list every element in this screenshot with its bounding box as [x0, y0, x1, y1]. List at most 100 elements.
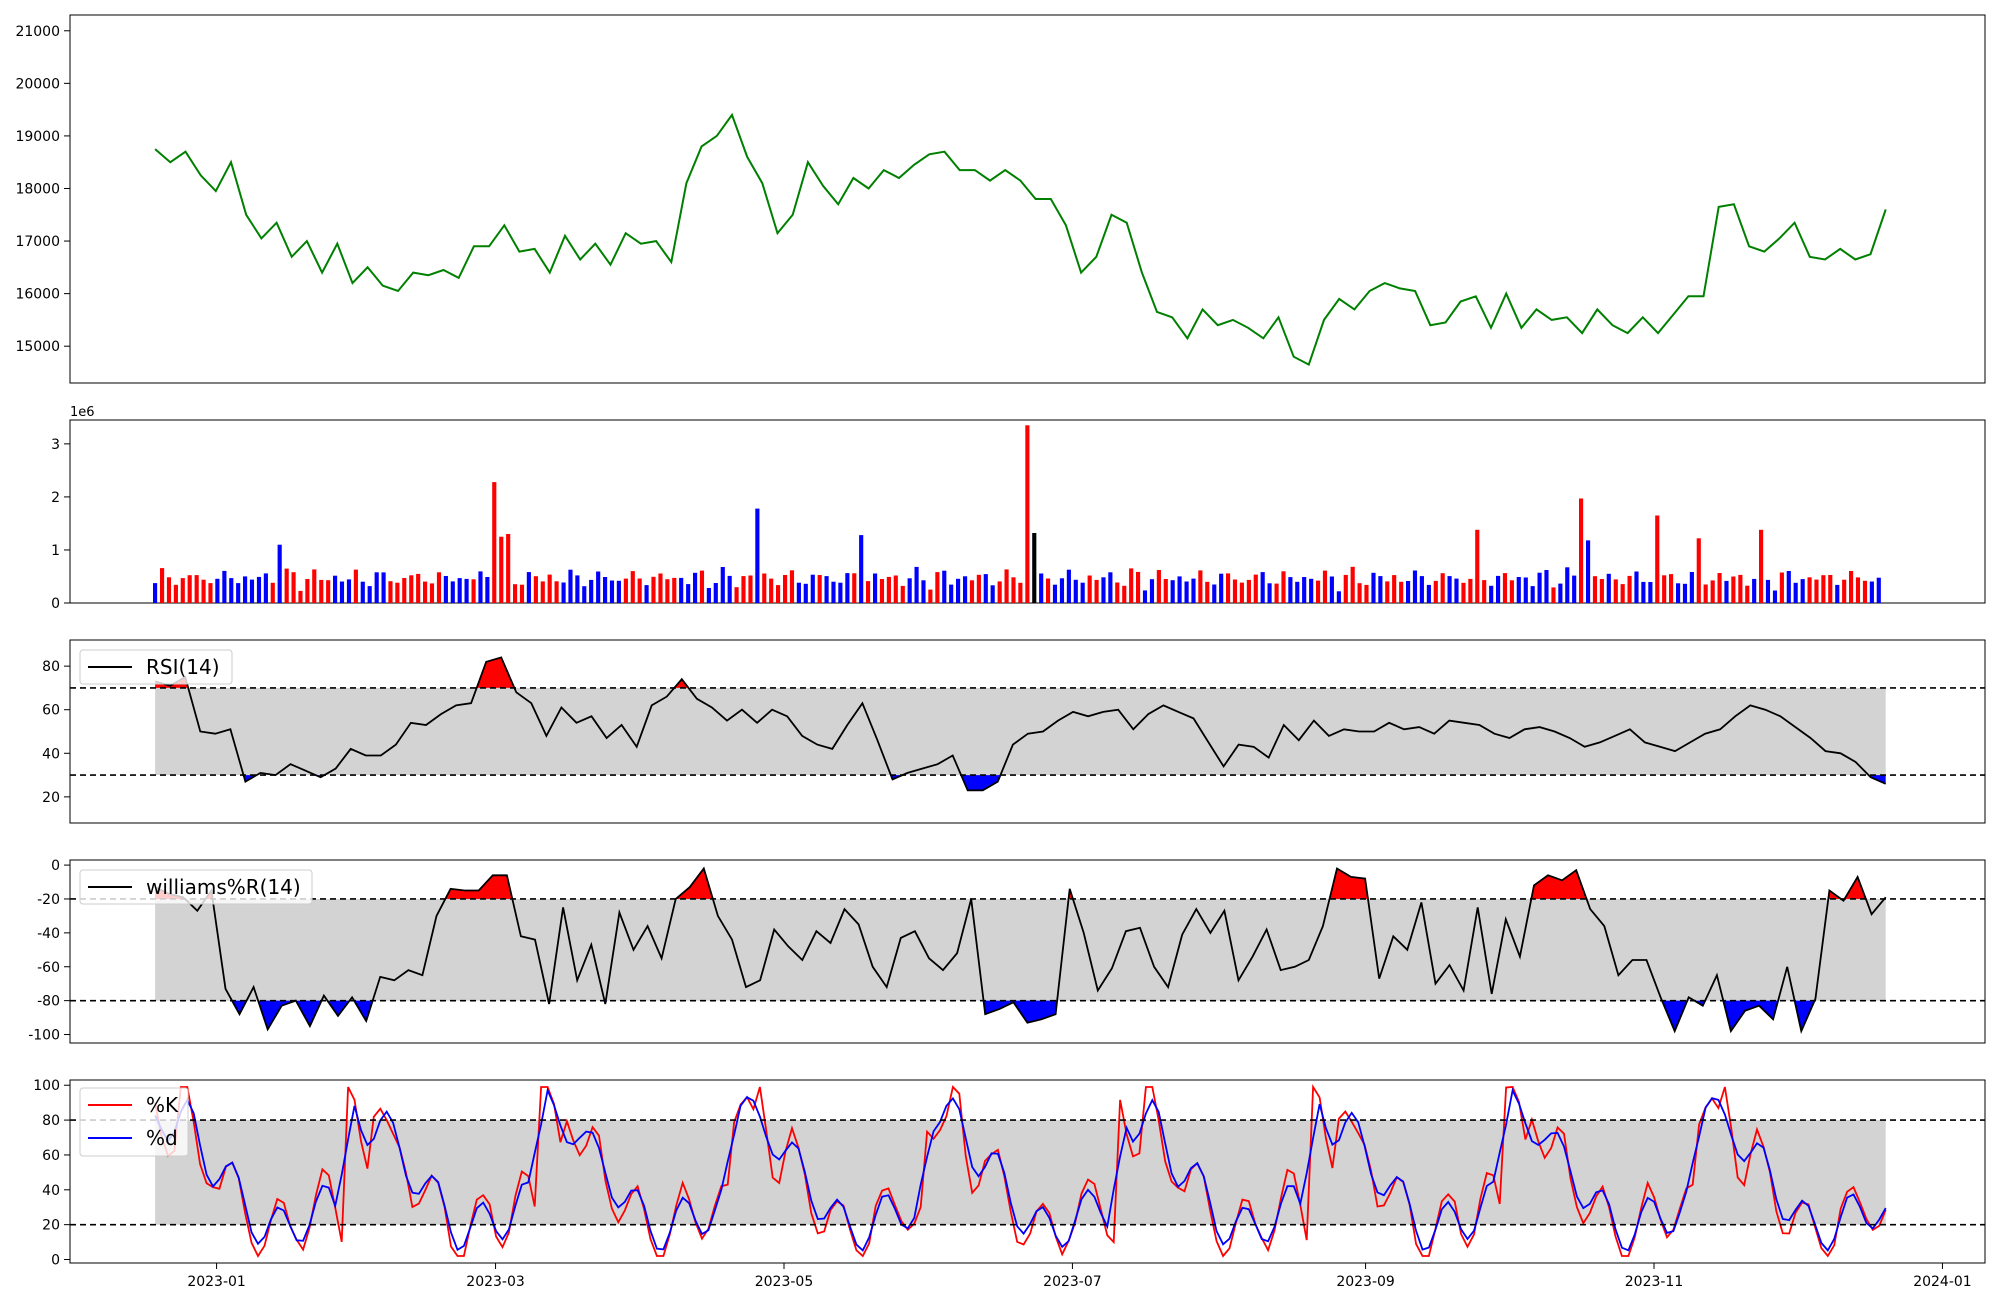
volume-bar — [423, 581, 428, 603]
volume-bar — [249, 579, 255, 603]
williams-r-y-tick-label: -20 — [37, 892, 60, 908]
volume-bar — [679, 577, 684, 603]
volume-bar — [1163, 579, 1168, 603]
price-y-tick-label: 16000 — [15, 287, 60, 303]
volume-bar — [568, 569, 573, 603]
volume-bar — [1461, 582, 1466, 603]
volume-bar — [201, 579, 206, 603]
volume-bar — [173, 584, 178, 603]
volume-bar — [859, 535, 864, 603]
stochastic-band — [155, 1120, 1886, 1225]
volume-bar — [526, 572, 531, 603]
stochastic-y-tick-label: 100 — [33, 1078, 60, 1094]
volume-bar — [1641, 581, 1646, 603]
volume-bar — [762, 573, 767, 603]
stochastic-y-tick-label: 20 — [42, 1218, 60, 1234]
volume-bar — [270, 582, 275, 603]
volume-bar — [1357, 583, 1362, 603]
volume-bar — [1129, 568, 1134, 603]
volume-bar — [1606, 573, 1611, 603]
volume-bar — [796, 582, 801, 603]
volume-bar — [1399, 581, 1404, 603]
volume-bar — [658, 573, 663, 603]
x-tick-label: 2024-01 — [1913, 1274, 1972, 1290]
volume-bar — [1039, 573, 1044, 603]
volume-bar — [1779, 572, 1784, 603]
volume-bar — [160, 568, 165, 603]
rsi-legend: RSI(14) — [79, 649, 233, 685]
volume-bar — [817, 575, 822, 603]
volume-bar — [194, 575, 199, 603]
volume-bar — [1032, 533, 1037, 603]
volume-bar — [1558, 583, 1563, 603]
volume-bar — [256, 576, 262, 603]
volume-bar — [589, 579, 594, 603]
volume-bar — [208, 583, 213, 603]
rsi-frame — [69, 639, 1986, 824]
volume-bar — [326, 580, 331, 603]
volume-bar — [1592, 576, 1598, 603]
volume-bar — [1212, 584, 1217, 603]
volume-bar — [1170, 580, 1175, 603]
volume-bar — [367, 586, 372, 603]
volume-bar — [1648, 582, 1653, 603]
volume-bar — [1772, 590, 1778, 603]
volume-bar — [291, 572, 296, 603]
volume-bar — [1136, 571, 1141, 603]
volume-bar — [1489, 585, 1494, 603]
volume-bar — [928, 589, 933, 603]
volume-bar — [741, 576, 746, 603]
volume-bar — [457, 578, 462, 603]
volume-bar — [575, 575, 580, 603]
rsi-line — [154, 656, 1887, 792]
volume-bar — [1066, 569, 1071, 603]
williams-r-y-tick-label: 0 — [51, 858, 60, 874]
volume-bar — [776, 585, 781, 603]
volume-bar — [672, 577, 677, 603]
volume-bar — [1814, 579, 1819, 603]
volume-bar — [339, 581, 345, 603]
volume-bar — [748, 575, 753, 603]
volume-bar — [976, 574, 981, 603]
volume-bar — [713, 583, 718, 603]
volume-bar — [471, 579, 476, 603]
volume-bar — [1226, 573, 1231, 603]
volume-bar — [561, 582, 566, 603]
volume-bar — [1523, 577, 1528, 603]
volume-bar — [1696, 538, 1701, 603]
stochastic-y-tick-label: 40 — [42, 1183, 60, 1199]
volume-bar — [243, 576, 248, 603]
volume-bar — [1869, 581, 1874, 603]
volume-y-tick-label: 3 — [51, 437, 60, 453]
volume-bar — [1509, 580, 1514, 603]
volume-bar — [381, 572, 386, 603]
volume-bar — [616, 580, 621, 603]
stochastic-legend-label-d: %d — [146, 1126, 178, 1150]
volume-bar — [1676, 583, 1681, 603]
williams-r-panel: -100 -80 -60 -40 -20 0 williams%R(14) — [28, 858, 1986, 1044]
rsi-panel: 20 40 60 80 RSI(14) — [42, 639, 1986, 824]
volume-bar — [1454, 578, 1459, 603]
price-y-tick-label: 18000 — [15, 181, 60, 197]
price-line — [154, 112, 1887, 367]
volume-bar — [914, 566, 919, 603]
volume-bar — [263, 573, 268, 603]
volume-bar — [720, 567, 725, 603]
volume-bar — [1059, 578, 1065, 603]
volume-bar — [969, 580, 975, 603]
volume-bar — [506, 534, 511, 603]
volume-bar — [997, 581, 1002, 603]
volume-bar — [921, 580, 926, 603]
volume-bar — [706, 588, 711, 603]
volume-bar — [1468, 578, 1473, 603]
volume-bar — [1108, 572, 1113, 603]
volume-bar — [893, 575, 898, 603]
volume-bar — [866, 581, 871, 603]
volume-bar — [180, 578, 185, 603]
volume-bar — [1634, 571, 1639, 603]
volume-bar — [963, 576, 968, 603]
x-axis: 2023-01 2023-03 2023-05 2023-07 2023-09 2023-… — [187, 1263, 1972, 1290]
volume-bar — [1544, 570, 1549, 603]
